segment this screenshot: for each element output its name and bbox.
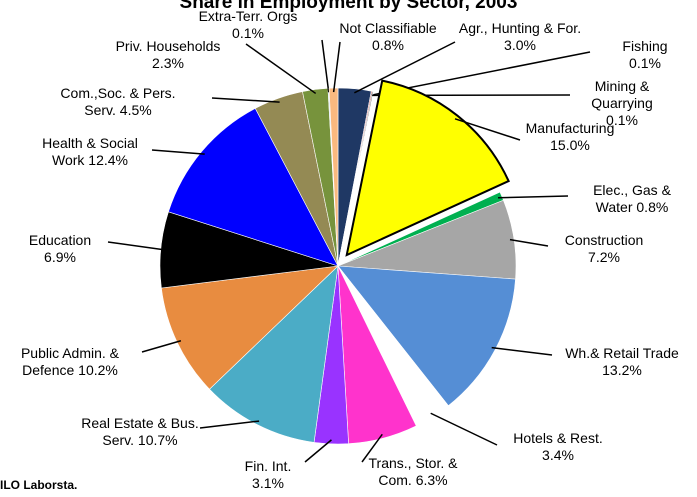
leader-line <box>332 41 341 93</box>
chart-title: Share in Employment by Sector, 2003 <box>179 0 518 13</box>
category-label: Extra-Terr. Orgs <box>198 8 298 24</box>
category-label: Fishing <box>622 38 668 54</box>
leader-line <box>354 41 456 94</box>
value-label: 15.0% <box>550 137 590 153</box>
slice-label: Education 6.9% <box>15 232 105 266</box>
category-label: Construction <box>564 232 644 248</box>
category-label: Real Estate & Bus. Serv. <box>81 415 199 448</box>
leader-line <box>199 420 260 429</box>
category-label: Health & Social Work <box>42 135 138 168</box>
leader-line <box>304 439 332 463</box>
slice-label: Fishing 0.1% <box>615 38 675 72</box>
value-label: 0.1% <box>629 55 661 71</box>
slice-label: Wh.& Retail Trade 13.2% <box>552 345 692 379</box>
slice-label: Public Admin. & Defence 10.2% <box>13 345 128 379</box>
value-label: 12.4% <box>88 152 128 168</box>
value-label: 0.1% <box>606 112 638 128</box>
value-label: 10.7% <box>137 432 178 448</box>
category-label: Mining & Quarrying <box>591 78 653 111</box>
slice-label: Manufacturing 15.0% <box>520 120 620 154</box>
source-note: ILO Laborsta. <box>0 478 78 492</box>
slice-label: Construction 7.2% <box>554 232 654 266</box>
slice-label: Elec., Gas & Water 0.8% <box>582 182 682 216</box>
leader-line <box>151 149 205 155</box>
leader-line <box>141 340 182 353</box>
value-label: 13.2% <box>602 362 642 378</box>
slice-label: Extra-Terr. Orgs 0.1% <box>188 8 308 42</box>
pie-slice <box>168 107 339 267</box>
value-label: 2.3% <box>152 55 184 71</box>
pie-slice <box>209 265 339 443</box>
leader-line <box>245 43 317 95</box>
leader-line <box>498 195 569 199</box>
value-label: 3.4% <box>542 447 574 463</box>
value-label: 6.9% <box>44 249 76 265</box>
category-label: Agr., Hunting & For. <box>458 20 582 36</box>
slice-label: Mining & Quarrying 0.1% <box>582 78 662 129</box>
value-label: 10.2% <box>78 362 118 378</box>
category-label: Com.,Soc. & Pers. Serv. <box>60 85 176 118</box>
slice-label: Priv. Households 2.3% <box>103 38 233 72</box>
leader-line <box>321 39 330 93</box>
value-label: 0.8% <box>636 199 669 215</box>
value-label: 6.3% <box>415 472 448 488</box>
leader-line <box>430 412 498 446</box>
slice-label: Not Classifiable 0.8% <box>333 20 443 54</box>
leader-line <box>491 346 553 356</box>
slice-label: Fin. Int. 3.1% <box>233 458 303 492</box>
slice-label: Com.,Soc. & Pers. Serv. 4.5% <box>51 85 186 119</box>
value-label: 0.1% <box>232 25 264 41</box>
value-label: 4.5% <box>119 102 152 118</box>
category-label: Wh.& Retail Trade <box>565 345 679 361</box>
slice-label: Trans., Stor. & Com. 6.3% <box>353 455 473 489</box>
leader-line <box>107 241 165 251</box>
category-label: Education <box>28 232 92 248</box>
category-label: Fin. Int. <box>244 458 292 474</box>
leader-line <box>211 97 280 103</box>
slice-label: Real Estate & Bus. Serv. 10.7% <box>80 415 200 449</box>
leader-line <box>454 118 521 141</box>
leader-line <box>509 238 549 247</box>
value-label: 7.2% <box>588 249 620 265</box>
category-label: Hotels & Rest. <box>513 430 603 446</box>
pie-slice <box>345 79 510 257</box>
category-label: Priv. Households <box>115 38 221 54</box>
leader-line <box>361 433 383 463</box>
pie-slice <box>337 265 516 407</box>
pie-slice <box>337 91 374 267</box>
category-label: Not Classifiable <box>339 20 437 36</box>
category-label: Manufacturing <box>525 120 615 136</box>
slice-label: Health & Social Work 12.4% <box>28 135 153 169</box>
category-label: Trans., Stor. & Com. <box>368 455 458 488</box>
category-label: Elec., Gas & Water <box>593 182 671 215</box>
value-label: 3.0% <box>504 37 536 53</box>
category-label: Public Admin. & Defence <box>20 345 120 378</box>
slice-label: Hotels & Rest. 3.4% <box>502 430 614 464</box>
value-label: 0.8% <box>372 37 404 53</box>
value-label: 3.1% <box>252 475 284 491</box>
slice-label: Agr., Hunting & For. 3.0% <box>455 20 585 54</box>
